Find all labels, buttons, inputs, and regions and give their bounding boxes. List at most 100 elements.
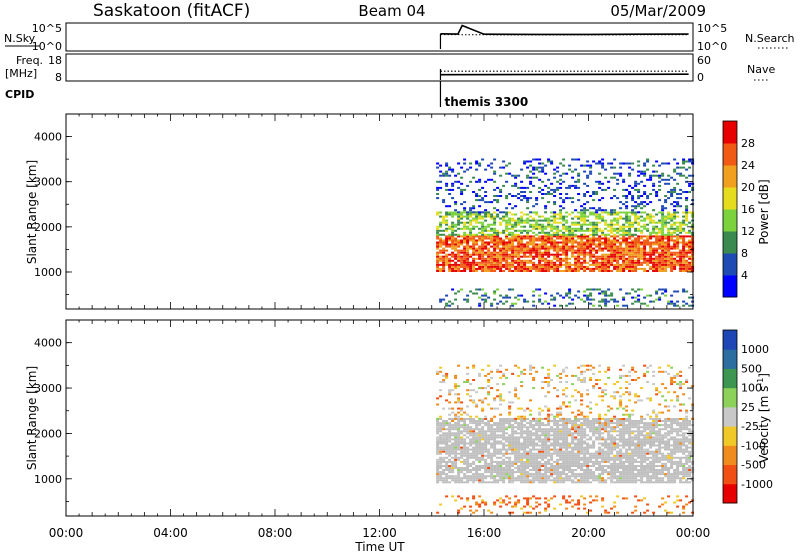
power-cell bbox=[493, 255, 497, 258]
power-cell bbox=[436, 263, 440, 266]
power-cell bbox=[517, 267, 521, 270]
velocity-cell bbox=[547, 467, 551, 469]
velocity-cell bbox=[679, 422, 683, 425]
velocity-cell bbox=[655, 465, 659, 467]
velocity-cell bbox=[571, 420, 575, 422]
power-cell bbox=[559, 265, 563, 268]
power-cell bbox=[541, 229, 545, 232]
power-cell bbox=[589, 223, 593, 226]
power-cell bbox=[583, 261, 587, 264]
velocity-cell bbox=[463, 475, 467, 478]
velocity-cell bbox=[577, 475, 581, 478]
power-cell bbox=[676, 211, 680, 214]
power-cell bbox=[502, 257, 506, 260]
power-cell bbox=[454, 225, 458, 228]
power-cell bbox=[688, 221, 692, 224]
power-cell bbox=[538, 186, 542, 189]
power-cell bbox=[445, 174, 449, 177]
velocity-cell bbox=[508, 458, 512, 461]
power-cell bbox=[649, 213, 653, 216]
power-cell bbox=[466, 233, 470, 236]
power-colorbar-swatch bbox=[723, 275, 737, 298]
power-cell bbox=[580, 211, 584, 214]
velocity-cell bbox=[475, 422, 479, 425]
power-cell bbox=[487, 225, 491, 228]
velocity-cell bbox=[478, 477, 482, 480]
power-cell bbox=[484, 209, 488, 212]
velocity-cell bbox=[484, 424, 488, 427]
power-cell bbox=[646, 203, 650, 206]
power-cell bbox=[619, 225, 623, 228]
velocity-cell bbox=[598, 426, 602, 429]
velocity-cell bbox=[520, 420, 524, 422]
velocity-cell bbox=[577, 479, 581, 482]
velocity-cell bbox=[436, 440, 440, 443]
velocity-cell bbox=[520, 418, 524, 420]
velocity-cell bbox=[481, 420, 485, 422]
velocity-cell bbox=[511, 473, 515, 476]
velocity-cell bbox=[499, 440, 503, 443]
power-cell bbox=[586, 251, 590, 254]
power-cell bbox=[511, 249, 515, 252]
velocity-cell bbox=[679, 442, 683, 445]
power-cell bbox=[583, 245, 587, 248]
velocity-cell bbox=[499, 434, 503, 437]
power-cell bbox=[592, 263, 596, 266]
velocity-cell bbox=[658, 448, 662, 451]
velocity-cell bbox=[481, 450, 485, 453]
power-cell bbox=[529, 247, 533, 250]
velocity-cell bbox=[685, 469, 689, 471]
power-cell bbox=[463, 225, 467, 228]
power-cell bbox=[667, 257, 671, 260]
power-cell bbox=[472, 253, 476, 256]
power-cell bbox=[469, 253, 473, 256]
power-cell bbox=[541, 188, 545, 191]
power-cell bbox=[484, 292, 488, 295]
power-cell bbox=[442, 259, 446, 262]
velocity-cell bbox=[622, 442, 626, 445]
power-cell bbox=[538, 288, 542, 291]
power-cell bbox=[484, 261, 488, 264]
power-cell bbox=[559, 294, 563, 297]
velocity-cell bbox=[640, 462, 644, 465]
velocity-cell bbox=[640, 454, 644, 457]
power-cell bbox=[550, 235, 554, 238]
velocity-cell bbox=[628, 446, 632, 449]
power-cell bbox=[487, 213, 491, 216]
power-cell bbox=[583, 241, 587, 244]
power-cell bbox=[598, 239, 602, 242]
power-cell bbox=[490, 201, 494, 204]
power-cell bbox=[574, 251, 578, 254]
velocity-cell bbox=[463, 428, 467, 431]
power-cell bbox=[535, 243, 539, 246]
velocity-cell bbox=[478, 436, 482, 439]
power-cell bbox=[484, 191, 488, 193]
power-cell bbox=[508, 237, 512, 240]
power-cell bbox=[658, 219, 662, 222]
velocity-cell bbox=[622, 430, 626, 433]
power-cell bbox=[490, 233, 494, 236]
velocity-cell bbox=[466, 471, 470, 474]
velocity-cell bbox=[511, 479, 515, 482]
power-cell bbox=[616, 231, 620, 234]
power-cell bbox=[622, 265, 626, 268]
power-cell bbox=[634, 237, 638, 240]
velocity-cell bbox=[655, 481, 659, 484]
power-cell bbox=[646, 160, 650, 163]
power-cell bbox=[613, 213, 617, 216]
power-cell bbox=[472, 251, 476, 254]
power-cell bbox=[622, 249, 626, 252]
power-cell bbox=[526, 247, 530, 250]
velocity-cell bbox=[682, 450, 686, 453]
power-cell bbox=[514, 270, 518, 272]
velocity-cell bbox=[559, 481, 563, 484]
velocity-cell bbox=[550, 471, 554, 474]
power-cell bbox=[517, 294, 521, 297]
power-cell bbox=[481, 243, 485, 246]
power-cell bbox=[592, 231, 596, 234]
velocity-cell bbox=[514, 440, 518, 443]
velocity-cell bbox=[688, 452, 692, 455]
power-cell bbox=[508, 221, 512, 224]
power-cell bbox=[604, 253, 608, 256]
velocity-cell bbox=[442, 432, 446, 435]
